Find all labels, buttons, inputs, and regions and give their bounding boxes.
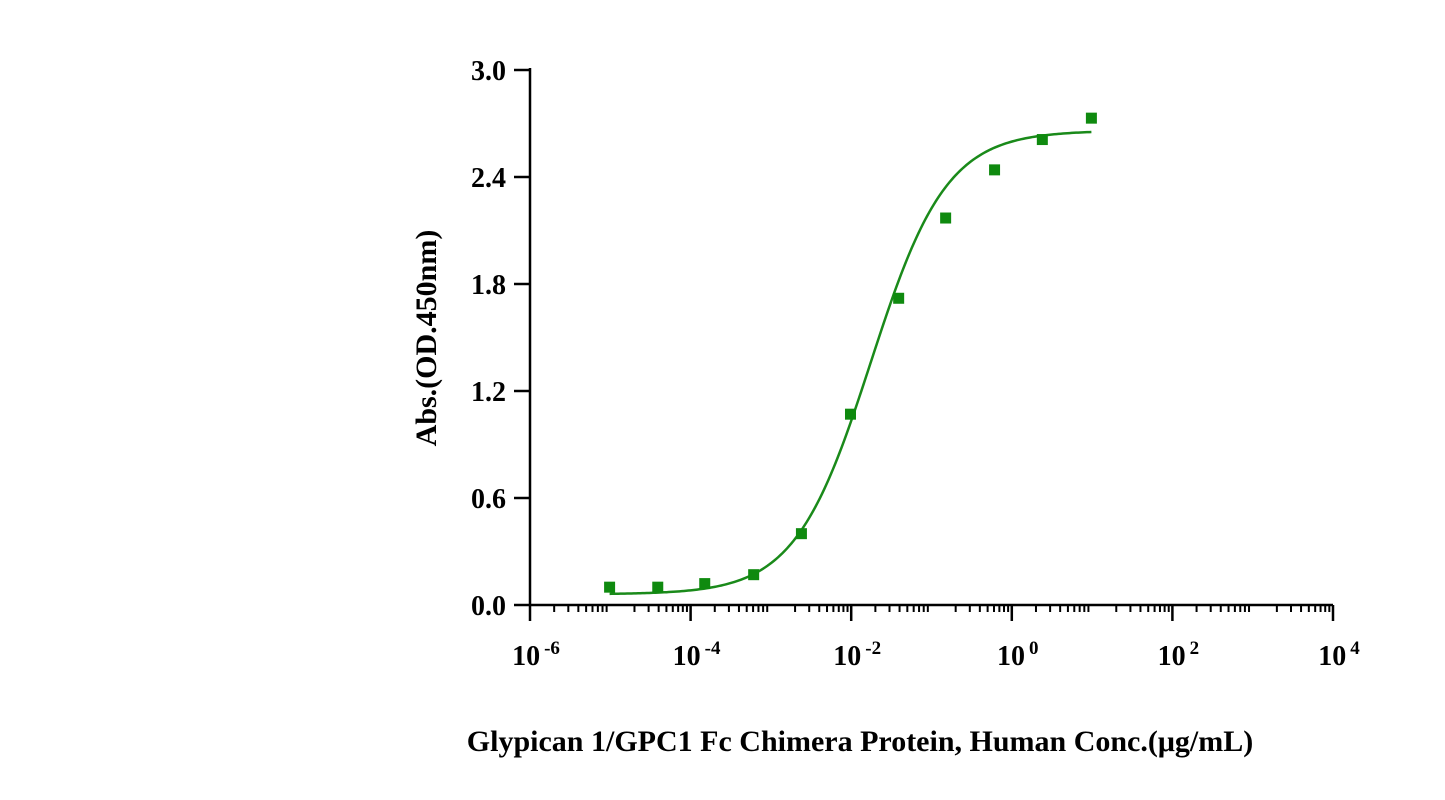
- x-tick-label: 10 2: [1158, 638, 1200, 672]
- data-point: [893, 292, 905, 304]
- tick-labels-layer: 0.0 0.6 1.2 1.8 2.4 3.0 10 -6 10 -4 10 -2 10 0 10 2 10 4: [471, 56, 1360, 672]
- x-tick-label: 10 -6: [512, 638, 560, 672]
- x-tick-label: 10 -4: [673, 638, 721, 672]
- x-tick-label: 10 0: [997, 638, 1039, 672]
- data-point: [989, 164, 1001, 176]
- data-point: [699, 578, 711, 590]
- data-point: [844, 408, 856, 420]
- data-point: [1085, 112, 1097, 124]
- y-tick-label: 2.4: [471, 163, 506, 194]
- data-points-layer: [604, 112, 1097, 593]
- data-point: [1036, 134, 1048, 146]
- axes: [514, 68, 1335, 621]
- y-tick-label: 0.6: [471, 484, 506, 515]
- x-axis-title: Glypican 1/GPC1 Fc Chimera Protein, Huma…: [467, 725, 1253, 758]
- y-tick-label: 1.2: [471, 377, 506, 408]
- x-tick-label: 10 -2: [833, 638, 881, 672]
- data-point: [604, 581, 616, 593]
- data-point: [940, 212, 952, 224]
- data-point: [795, 528, 807, 540]
- y-axis-title: Abs.(OD.450nm): [410, 230, 443, 447]
- data-point: [748, 569, 760, 581]
- fit-curve-layer: [609, 130, 1092, 596]
- y-tick-label: 0.0: [471, 591, 506, 622]
- x-tick-label: 10 4: [1318, 638, 1360, 672]
- y-tick-label: 1.8: [471, 270, 506, 301]
- fit-curve: [609, 130, 1092, 596]
- y-tick-label: 3.0: [471, 56, 506, 87]
- data-point: [652, 581, 664, 593]
